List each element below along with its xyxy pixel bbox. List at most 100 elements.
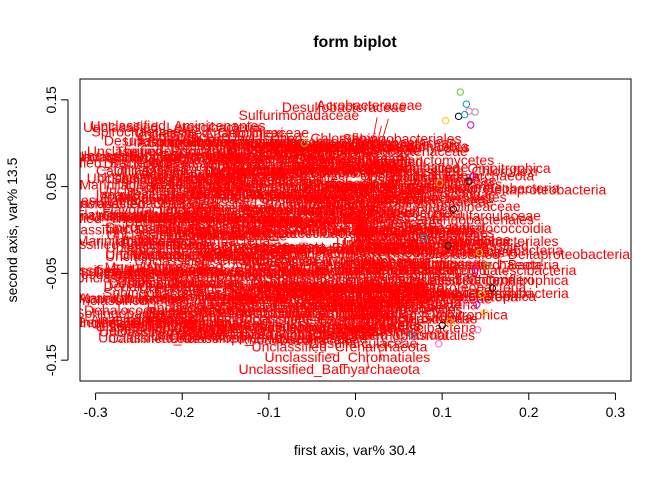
variable-label: Unclassified_Chloroflexi [388, 163, 537, 179]
variable-label: Desulfobacteraceae [282, 99, 407, 115]
variable-label: Thermoplasmata [280, 193, 385, 209]
variable-label: Desulfobulbaceae [109, 275, 221, 291]
variable-label: Thermoplasmata [356, 295, 461, 311]
variable-label: Dehalococcoidia [291, 308, 394, 324]
variable-label: Unclassified_Bacteria [185, 187, 320, 203]
variable-label: Unclassified_Chromatiales [265, 349, 431, 365]
variable-label: Desulfobacterales [308, 194, 420, 210]
variable-label: Unclassified_Bacteria [338, 309, 473, 325]
variable-label: Flavobacteriaceae [182, 225, 297, 241]
sample-point [465, 177, 473, 186]
variable-label: Spirochaetaceae [389, 194, 494, 210]
variable-label: Unclassified_Atribacteria [262, 139, 416, 155]
variable-label: Unclassified_Woesearchaeota [242, 252, 431, 268]
variable-label: Halobacteroidaceae [120, 191, 245, 207]
variable-label: Halobacteroidaceae [268, 318, 393, 334]
variable-label: Flavobacteriaceae [76, 206, 191, 222]
variable-label: Unclassified_Atribacteria [240, 201, 394, 217]
variable-label: Rhodobacteraceae [387, 245, 506, 261]
variable-label: Caldilineaceae [396, 255, 488, 271]
loading-arrow [355, 164, 414, 231]
sample-point [478, 290, 486, 298]
loading-arrow [355, 218, 428, 231]
variable-label: Desulfobacterales [112, 209, 224, 225]
variable-label: Unclassified_Woesearchaeota [353, 257, 542, 273]
variable-label: Unclassified_Woesearchaeota [134, 146, 323, 162]
variable-label: Flavobacteriaceae [152, 151, 267, 167]
variable-label: Rhodobacteraceae [239, 332, 358, 348]
variable-label: Caldilineaceae [112, 312, 204, 328]
variable-label: Thermoplasmata [203, 162, 308, 178]
variable-label: Ignavibacteriales [96, 187, 201, 203]
variable-label: Desulfobulbaceae [248, 263, 360, 279]
plot-frame [79, 78, 632, 382]
variable-label: Unclassified [409, 219, 484, 235]
variable-label: Unclassified_Aminicenantes [197, 327, 372, 343]
variable-label: Marinilabiliaceae [303, 203, 407, 219]
sample-point [475, 248, 484, 257]
variable-label: Sphingobacteriales [369, 241, 488, 257]
x-tick-label: -0.2 [170, 404, 194, 420]
variable-label: Desulfobacterales [257, 319, 369, 335]
variable-label: Unclassified [347, 154, 422, 170]
variable-label: Caldilineaceae [329, 186, 421, 202]
variable-label: Dehalococcoidia [361, 205, 464, 221]
variable-label: Caldilineaceae [154, 176, 246, 192]
variable-label: Unclassified_Aminicenantes [201, 137, 376, 153]
variable-label: Unclassified_Latescibacteria [338, 272, 516, 288]
sample-point [460, 110, 469, 119]
variable-label: Bacteroidetes [121, 235, 207, 251]
sample-point [471, 266, 479, 274]
variable-label: Dehalococcoidia [311, 242, 414, 258]
x-axis-label: first axis, var% 30.4 [294, 442, 416, 458]
variable-label: Marinilabiliaceae [78, 290, 182, 306]
variable-label: Marinilabiliaceae [105, 259, 209, 275]
variable-label: Unclassified_Planctomycetes [203, 162, 385, 178]
variable-label: Caldilineaceae [171, 266, 263, 282]
variable-label: Spirochaetaceae [291, 153, 396, 169]
variable-label: Unclassified_Gammaproteobacteria [126, 179, 349, 195]
variable-label: Sphingobacteriales [147, 134, 266, 150]
variable-label: Desulfobulbaceae [368, 223, 480, 239]
variable-label: Unclassified_Lokiarchaeota [187, 133, 358, 149]
variable-label: Unclassified [332, 158, 407, 174]
variable-label: Unclassified_Planctomycetes [167, 276, 349, 292]
variable-label: Marinilabiliaceae [338, 178, 442, 194]
sample-point [462, 298, 471, 306]
variable-label: Unclassified_Planctomycetes [134, 210, 316, 226]
variable-label: Bacteroidetes [325, 211, 411, 227]
variable-label: Unclassified_Latescibacteria [241, 278, 419, 294]
variable-label: Unclassified_Omnitrophica [113, 189, 280, 205]
variable-label: Unclassified_Aminicenantes [91, 315, 266, 331]
y-axis-label: second axis, var% 13.5 [4, 157, 20, 302]
variable-label: Marine_Benthic_Group_B [26, 314, 187, 330]
variable-label: Unclassified_Woesearchaeota [195, 251, 384, 267]
variable-label: Anaerolineaceae [187, 201, 292, 217]
variable-label: Unclassified_Omnitrophica [188, 178, 355, 194]
variable-label: Desulfobulbaceae [128, 275, 240, 291]
variable-label: Sphingobacteriales [291, 160, 410, 176]
variable-label: Unclassified_Euryarchaeota [260, 191, 435, 207]
variable-label: Unclassified_Chloroflexi [315, 255, 464, 271]
variable-label: Unclassified_Aminicenantes [207, 287, 382, 303]
variable-label: Unclassified_Deltaproteobacteria [125, 213, 331, 229]
variable-label: Unclassified_Omnitrophica [343, 233, 510, 249]
variable-label: Unclassified_Omnitrophica [278, 278, 445, 294]
label-cloud: AnaerolineaceaeCaldilineaceaeUnclassifie… [76, 117, 630, 351]
variable-label: Unclassified_Chloroflexi [134, 125, 283, 141]
variable-label: Unclassified_Planctomycetes [320, 176, 502, 192]
variable-label: Spirochaetaceae [91, 124, 196, 140]
loading-arrow [355, 206, 424, 231]
variable-label: Unclassified_Atribacteria [87, 170, 241, 186]
variable-label: Unclassified_Planctomycetes [210, 162, 392, 178]
variable-label: Unclassified [146, 179, 221, 195]
variable-label: Dehalococcoidia [200, 241, 303, 257]
sample-point [446, 318, 454, 326]
variable-label: Bacteroidetes [235, 263, 321, 279]
variable-label: Caldilineaceae [96, 163, 188, 179]
x-axis: -0.3 -0.2 -0.1 0.0 0.1 0.2 0.3 [84, 392, 625, 420]
variable-label: Unclassified_Omnitrophica [402, 272, 569, 288]
variable-label: Caldilineaceae [138, 128, 230, 144]
variable-label: Bacteroidetes [148, 305, 234, 321]
variable-label: Sphingobacteriales [112, 171, 231, 187]
